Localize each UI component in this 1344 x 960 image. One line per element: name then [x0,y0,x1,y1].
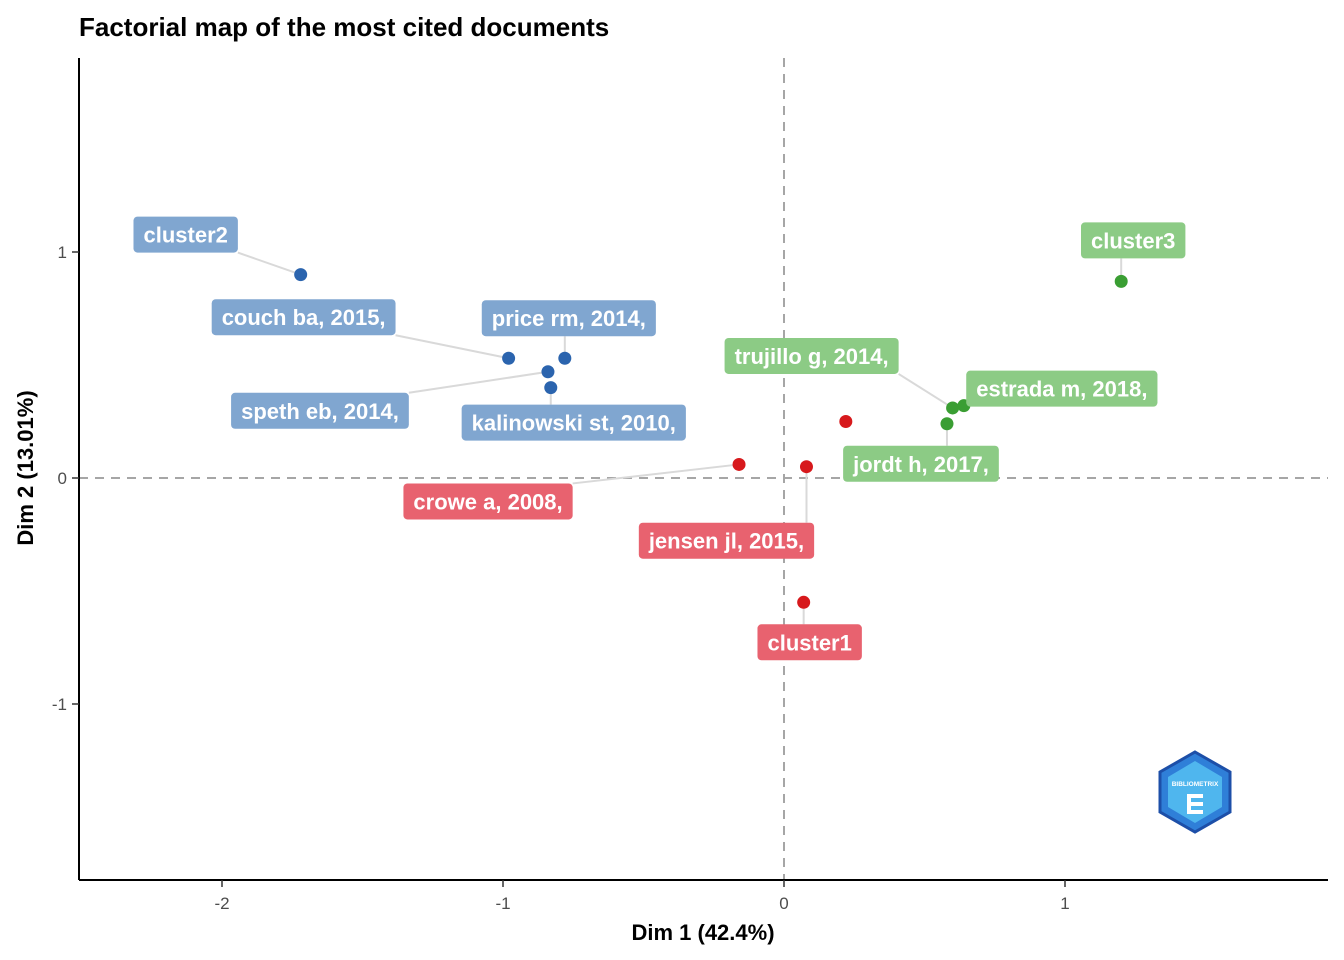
point-label-box [133,216,238,253]
logo-text: BIBLIOMETRIX [1172,781,1219,788]
leader-line [898,373,954,409]
point-label-box [638,522,815,559]
x-tick-label: -2 [214,894,229,913]
point-label-box [757,624,862,661]
cluster1-point [732,457,746,471]
point-label: cluster2 [143,223,227,248]
cluster3-point [946,401,960,415]
cluster1-point [799,460,813,474]
point-label: crowe a, 2008, [413,489,562,514]
bibliometrix-logo: BIBLIOMETRIX [1158,750,1232,834]
point-label: jordt h, 2017, [852,452,989,477]
point-label-box [403,483,573,520]
cluster3-point [940,417,954,431]
leader-line [408,370,549,394]
stairs-icon [1187,794,1203,814]
point-label: trujillo g, 2014, [735,344,889,369]
leader-line [395,334,509,360]
cluster2-point [294,268,308,282]
leader-line [237,251,302,276]
point-label-box [461,404,686,441]
cluster2-point [502,351,516,365]
point-label: jensen jl, 2015, [648,529,804,554]
cluster2-point [541,365,555,379]
y-axis-title: Dim 2 (13.01%) [13,390,38,545]
cluster1-point [797,595,811,609]
x-tick-label: -1 [495,894,510,913]
point-label-box [724,337,899,374]
plot-area: -2 -1 0 1 -1 0 1 cluster1 crowe a, 2008, jensen j… [52,58,1328,913]
cluster3-point [1114,274,1128,288]
y-tick-label: 0 [58,469,67,488]
point-label: kalinowski st, 2010, [472,411,676,436]
point-label-box [966,370,1158,407]
point-label-box [1081,222,1186,259]
point-label: couch ba, 2015, [222,305,386,330]
point-label-box [481,300,656,337]
point-label: cluster3 [1091,228,1175,253]
y-tick-label: 1 [58,243,67,262]
x-axis-title: Dim 1 (42.4%) [631,920,774,945]
point-label-box [843,445,999,482]
point-label: price rm, 2014, [492,306,646,331]
cluster2-point [544,381,558,395]
x-tick-label: 0 [779,894,788,913]
chart-title: Factorial map of the most cited document… [79,12,609,42]
x-tick-label: 1 [1060,894,1069,913]
point-label: cluster1 [767,630,851,655]
hexagon-inner-icon [1168,761,1222,823]
point-label: speth eb, 2014, [241,399,399,424]
point-label-box [211,299,396,336]
point-label: estrada m, 2018, [976,377,1147,402]
leader-line [572,463,740,485]
cluster1-point [839,415,853,428]
point-label-box [231,392,409,429]
cluster2-point [558,351,572,365]
y-tick-label: -1 [52,695,67,714]
